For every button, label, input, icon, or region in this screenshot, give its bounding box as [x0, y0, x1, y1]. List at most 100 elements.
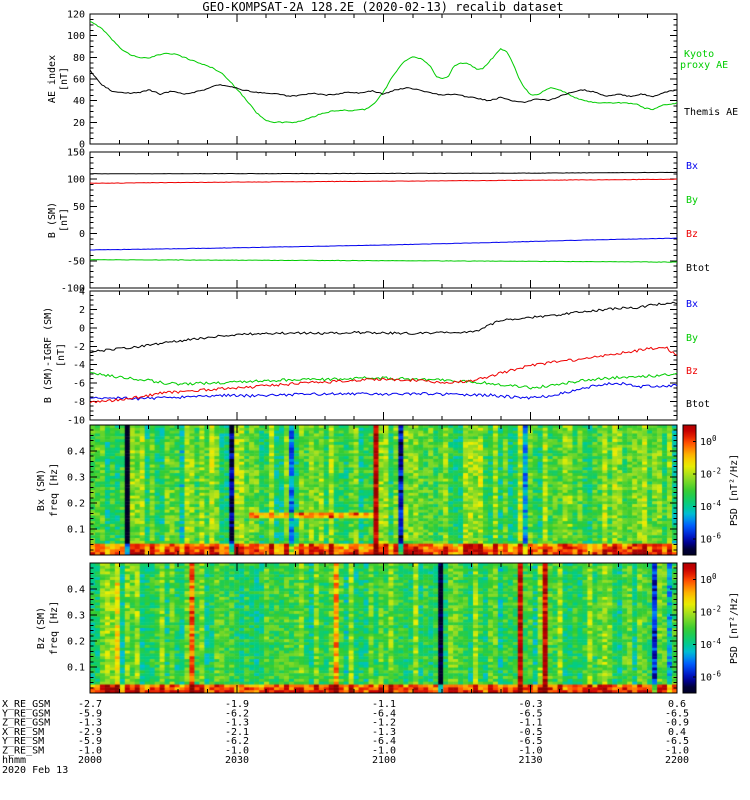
legend-kyoto-proxy-ae-line1: Kyoto [684, 49, 714, 60]
time-tick-label: 2030 [225, 755, 249, 766]
colorbar-tick-label: 10-2 [700, 466, 721, 480]
panel2-legend-btot: Btot [686, 263, 710, 274]
series-bx [90, 237, 677, 251]
series-bx [89, 381, 678, 401]
y-tick-label: -50 [67, 256, 85, 267]
ephemeris-value: -1.3 [78, 718, 102, 729]
dynamic-plot-elements: 120100806040200150100500-50-100420-2-4-6… [2, 10, 722, 767]
y-tick-label: 0.3 [67, 473, 85, 484]
series-themis-ae [89, 69, 678, 104]
ephemeris-table: X_RE_GSM -2.7 -1.9 -1.1 -0.3 0.6Y_RE_GSM -5.9-… [2, 699, 689, 766]
time-tick-label: 2200 [665, 755, 689, 766]
colorbar-tick-label: 10-4 [700, 499, 722, 513]
colorbar-tick-label: 10-6 [700, 531, 722, 545]
panel1-ylabel-line1: AE index [47, 55, 58, 103]
panel2-legend-bz: Bz [686, 229, 698, 240]
panel3-legend-bx: Bx [686, 299, 698, 310]
y-tick-label: 20 [73, 118, 85, 129]
ephemeris-row-label: Y_RE_SM [2, 736, 44, 747]
panel1-axes: 120 100 80 60 40 20 0 [67, 10, 678, 151]
ephemeris-value: -1.2 [372, 718, 396, 729]
bz-spectrogram-heatmap [90, 563, 677, 693]
y-tick-label: 150 [67, 148, 85, 159]
y-tick-label: 100 [67, 31, 85, 42]
panel4-ylabel-line1: Bx (SM) [36, 469, 47, 511]
ephemeris-value: -5.9 [78, 708, 102, 719]
ephemeris-value: -6.2 [225, 708, 249, 719]
series-kyoto-proxy-ae [89, 20, 678, 124]
ephemeris-value: -1.1 [518, 718, 542, 729]
y-tick-label: 0 [79, 229, 85, 240]
y-tick-label: 0.4 [67, 585, 85, 596]
panel4-frame [89, 424, 678, 556]
panel1-frame [89, 13, 678, 145]
time-tick-label: 2100 [372, 755, 396, 766]
y-tick-label: -10 [67, 416, 85, 427]
bx-spectrogram-heatmap [90, 425, 677, 555]
date-label: 2020 Feb 13 [2, 765, 68, 776]
y-tick-label: 0 [79, 323, 85, 334]
panel2-axes: 150 100 50 0 -50 -100 [61, 148, 678, 295]
ephemeris-value: -1.0 [665, 746, 689, 757]
legend-themis-ae: Themis AE [684, 107, 738, 118]
panel3-ylabel-line2: [nT] [56, 343, 67, 367]
ephemeris-value: -1.0 [78, 746, 102, 757]
y-tick-label: 0.1 [67, 663, 85, 674]
y-tick-label: -2 [73, 342, 85, 353]
series-by [89, 371, 678, 390]
ephemeris-value: -6.2 [225, 736, 249, 747]
time-tick-label: 2130 [518, 755, 542, 766]
y-tick-label: 2 [79, 305, 85, 316]
y-tick-label: -100 [61, 284, 85, 295]
ephemeris-value: -2.7 [78, 699, 102, 710]
panel5-ylabel-line1: Bz (SM) [36, 607, 47, 649]
panel3-legend-bz: Bz [686, 366, 698, 377]
panel2-ylabel-line1: B (SM) [47, 202, 58, 238]
ephemeris-value: 0.4 [668, 727, 686, 738]
panel3-axes: 4 2 0 -2 -4 -6 -8 -10 [67, 287, 678, 427]
colorbar-tick-label: 100 [700, 434, 717, 448]
colorbar-tick-label: 10-6 [700, 669, 722, 683]
psd-colorbar [682, 562, 697, 694]
ephemeris-value: -6.5 [518, 736, 542, 747]
ephemeris-value: -6.5 [518, 708, 542, 719]
colorbar-tick-label: 10-4 [700, 637, 722, 651]
series-bz [90, 178, 678, 184]
y-tick-label: 0.2 [67, 499, 85, 510]
y-tick-label: 0.1 [67, 525, 85, 536]
ephemeris-row-label: X_RE_GSM [2, 699, 50, 710]
y-tick-label: 50 [73, 202, 85, 213]
y-tick-label: 0 [79, 140, 85, 151]
y-tick-label: 100 [67, 175, 85, 186]
y-tick-label: -6 [73, 379, 85, 390]
ephemeris-row-label: Z_RE_SM [2, 746, 44, 757]
panel3-legend-btot: Btot [686, 399, 710, 410]
ephemeris-value: -2.9 [78, 727, 102, 738]
y-tick-label: 0.2 [67, 637, 85, 648]
y-tick-label: 120 [67, 10, 85, 21]
panel2-ylabel-line2: [nT] [59, 208, 70, 232]
panel3-legend-by: By [686, 333, 698, 344]
series-btot [89, 171, 678, 175]
ephemeris-value: -0.9 [665, 718, 689, 729]
colorbar-tick-label: 100 [700, 572, 717, 586]
psd-colorbar [682, 424, 697, 556]
ephemeris-value: -6.4 [372, 736, 396, 747]
ephemeris-value: -2.1 [225, 727, 249, 738]
y-tick-label: 0.3 [67, 611, 85, 622]
series-bz [89, 346, 678, 404]
panel2-legend-by: By [686, 195, 698, 206]
ephemeris-value: -1.1 [372, 699, 396, 710]
ephemeris-row-label: Y_RE_GSM [2, 708, 50, 719]
y-tick-label: -4 [73, 360, 85, 371]
y-tick-label: 80 [73, 53, 85, 64]
y-tick-label: 60 [73, 75, 85, 86]
y-tick-label: -8 [73, 397, 85, 408]
y-tick-label: 40 [73, 96, 85, 107]
panel4-axes: 0.4 0.3 0.2 0.1 100 10-2 10-4 10-6 [67, 424, 722, 556]
panel3-ylabel-line1: B (SM)-IGRF (SM) [43, 307, 54, 403]
ephemeris-value: -6.5 [665, 736, 689, 747]
panel5-ylabel-line2: freq [Hz] [49, 601, 60, 655]
